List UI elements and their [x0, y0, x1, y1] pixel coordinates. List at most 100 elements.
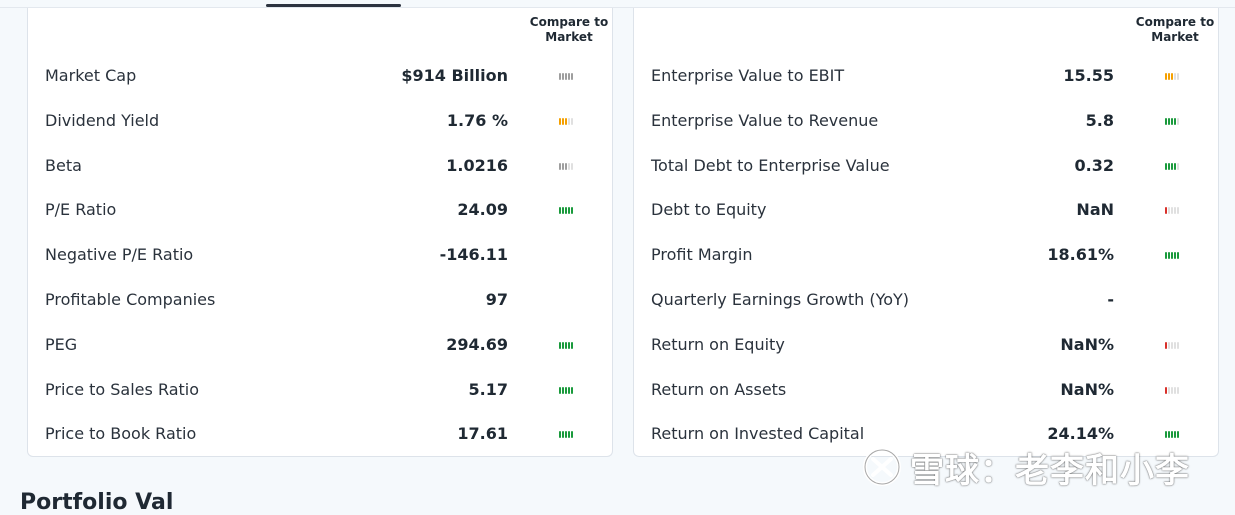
- compare-meter-icon: [559, 431, 573, 439]
- meter-segment: [562, 431, 564, 439]
- meter-segment: [1177, 386, 1179, 394]
- compare-meter-icon: [559, 207, 573, 215]
- meter-segment: [571, 207, 573, 215]
- meter-segment: [559, 162, 561, 170]
- meter-segment: [568, 341, 570, 349]
- metric-value: 24.14%: [1047, 424, 1114, 444]
- meter-segment: [1174, 73, 1176, 80]
- meter-segment: [562, 341, 564, 349]
- meter-segment: [1168, 73, 1170, 80]
- metric-row: Beta 1.0216: [28, 144, 612, 188]
- meter-segment: [1177, 431, 1179, 439]
- meter-segment: [1168, 431, 1170, 439]
- metric-row: Debt to Equity NaN: [634, 188, 1218, 232]
- meter-segment: [1165, 207, 1167, 215]
- meter-segment: [559, 341, 561, 349]
- meter-segment: [1165, 386, 1167, 394]
- metric-label: Return on Equity: [651, 334, 785, 354]
- active-tab-indicator: [266, 4, 401, 7]
- meter-segment: [1174, 386, 1176, 394]
- meter-segment: [1177, 252, 1179, 260]
- meter-segment: [559, 73, 561, 80]
- metric-row: Dividend Yield 1.76 %: [28, 99, 612, 143]
- meter-segment: [568, 162, 570, 170]
- meter-segment: [1168, 386, 1170, 394]
- meter-segment: [1165, 162, 1167, 170]
- meter-segment: [565, 117, 567, 125]
- metric-value: 24.09: [457, 200, 508, 220]
- meter-segment: [568, 386, 570, 394]
- compare-meter-icon: [1165, 252, 1179, 260]
- metric-value: 18.61%: [1047, 245, 1114, 265]
- metric-label: Return on Assets: [651, 379, 787, 399]
- meter-segment: [1171, 386, 1173, 394]
- valuation-panel-left: Compare to Market Market Cap $914 Billion…: [27, 8, 613, 457]
- compare-meter-icon: [1165, 431, 1179, 439]
- meter-segment: [565, 341, 567, 349]
- metric-label: Profitable Companies: [45, 290, 216, 309]
- meter-segment: [559, 431, 561, 439]
- meter-segment: [1177, 341, 1179, 349]
- meter-segment: [1171, 431, 1173, 439]
- meter-segment: [1171, 73, 1173, 80]
- meter-segment: [1165, 117, 1167, 125]
- meter-segment: [1165, 252, 1167, 260]
- meter-segment: [568, 431, 570, 439]
- metric-value: 15.55: [1063, 66, 1114, 85]
- meter-segment: [1171, 252, 1173, 260]
- compare-meter-icon: [1165, 207, 1179, 215]
- compare-to-market-header: Compare to Market: [1135, 15, 1215, 44]
- metric-value: -146.11: [439, 245, 508, 265]
- meter-segment: [1171, 162, 1173, 170]
- meter-segment: [1177, 162, 1179, 170]
- meter-segment: [1174, 207, 1176, 215]
- metric-value: 1.0216: [446, 155, 508, 175]
- metric-row: Enterprise Value to EBIT 15.55: [634, 54, 1218, 98]
- compare-meter-icon: [559, 386, 573, 394]
- metric-row: Market Cap $914 Billion: [28, 54, 612, 98]
- meter-segment: [565, 73, 567, 80]
- metric-label: Return on Invested Capital: [651, 424, 865, 444]
- top-divider: [0, 7, 1235, 8]
- metric-row: Total Debt to Enterprise Value 0.32: [634, 144, 1218, 188]
- meter-segment: [562, 207, 564, 215]
- meter-segment: [1168, 117, 1170, 125]
- meter-segment: [565, 431, 567, 439]
- metric-label: Beta: [45, 155, 82, 175]
- metric-label: Total Debt to Enterprise Value: [651, 155, 890, 175]
- metric-label: Debt to Equity: [651, 200, 767, 220]
- meter-segment: [571, 73, 573, 80]
- meter-segment: [559, 117, 561, 125]
- metric-label: Enterprise Value to EBIT: [651, 66, 845, 85]
- metric-value: 17.61: [457, 424, 508, 444]
- metric-value: 97: [485, 290, 508, 309]
- metric-row: Price to Book Ratio 17.61: [28, 412, 612, 456]
- meter-segment: [568, 117, 570, 125]
- watermark-text: 雪球：老李和小李: [910, 450, 1190, 491]
- meter-segment: [562, 117, 564, 125]
- meter-segment: [1177, 117, 1179, 125]
- metric-label: Price to Book Ratio: [45, 424, 197, 444]
- metric-row: Profit Margin 18.61%: [634, 233, 1218, 277]
- meter-segment: [565, 386, 567, 394]
- valuation-panel-right: Compare to Market Enterprise Value to EB…: [633, 8, 1219, 457]
- metric-label: Price to Sales Ratio: [45, 379, 200, 399]
- metric-value: NaN%: [1060, 379, 1114, 399]
- meter-segment: [1174, 162, 1176, 170]
- compare-to-market-header: Compare to Market: [529, 15, 609, 44]
- watermark: 雪球：老李和小李: [862, 444, 1190, 491]
- meter-segment: [1174, 431, 1176, 439]
- metric-row: Quarterly Earnings Growth (YoY) -: [634, 278, 1218, 322]
- meter-segment: [562, 162, 564, 170]
- metric-value: NaN: [1076, 200, 1114, 220]
- compare-meter-icon: [1165, 162, 1179, 170]
- metric-row: Negative P/E Ratio -146.11: [28, 233, 612, 277]
- metric-row: Profitable Companies 97: [28, 278, 612, 322]
- metric-value: 5.8: [1085, 110, 1114, 130]
- metric-value: 0.32: [1074, 155, 1114, 175]
- meter-segment: [571, 341, 573, 349]
- metric-value: NaN%: [1060, 334, 1114, 354]
- meter-segment: [1168, 341, 1170, 349]
- meter-segment: [562, 386, 564, 394]
- meter-segment: [565, 162, 567, 170]
